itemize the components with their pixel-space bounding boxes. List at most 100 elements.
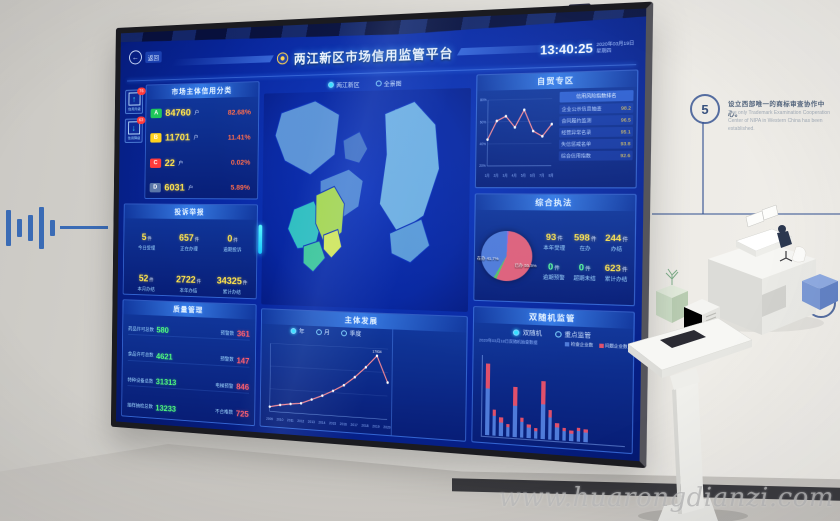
stat-label: 累计办结	[222, 289, 241, 296]
svg-text:2015: 2015	[329, 421, 336, 426]
complaint-stat: 52件 本月办结	[125, 273, 167, 293]
bar-segment-checked	[498, 421, 503, 437]
dashboard-screen: ← 返回 两江新区市场信用监管平台 13:40:25 2020年03月19日	[110, 1, 654, 469]
map-tab[interactable]: 两江新区	[328, 80, 360, 90]
svg-text:2011: 2011	[287, 418, 294, 423]
ftz-item-name: 综合信用指数	[560, 152, 591, 159]
ftz-item-value: 93.8	[620, 140, 631, 146]
ftz-item-name: 经营异常名录	[561, 129, 592, 135]
random-mode-option[interactable]: 双随机	[513, 327, 542, 338]
bar	[568, 429, 573, 442]
badge-count: 76	[137, 87, 146, 96]
map-region-6[interactable]	[315, 186, 344, 246]
svg-text:40%: 40%	[480, 142, 487, 147]
svg-text:2017: 2017	[351, 422, 358, 427]
map-region-1[interactable]	[343, 131, 368, 163]
credit-down-tab[interactable]: ↓ 63 信用降级	[124, 116, 146, 143]
complaint-stat: 0件 逾期投诉	[210, 233, 254, 253]
stat-value: 93件	[545, 231, 563, 243]
ftz-line-chart: 1月 2月 3月 4月 5月 6月 7月 8月 80% 60% 40% 20%	[479, 89, 557, 178]
bar-segment-problem	[512, 386, 518, 406]
svg-text:4月: 4月	[512, 173, 517, 178]
quality-right: 预警数 147	[220, 354, 249, 365]
credit-percent: 11.41%	[227, 132, 251, 142]
stat-unit: 件	[557, 235, 563, 243]
stat-unit: 件	[590, 236, 597, 243]
ftz-list-row: 失信惩戒名单 93.8	[558, 138, 633, 150]
clock-time: 13:40:25	[539, 40, 594, 58]
district-map[interactable]	[261, 87, 472, 312]
dev-period-option[interactable]: 年	[290, 326, 305, 336]
svg-text:2018: 2018	[361, 423, 368, 428]
map-region-7[interactable]	[323, 229, 342, 258]
isometric-office-illustration	[656, 204, 838, 335]
radio-label: 年	[298, 329, 305, 336]
legend-swatch	[564, 342, 570, 347]
radio-dot-icon	[290, 327, 297, 334]
svg-text:2012: 2012	[297, 419, 304, 424]
quality-label: 特种设备总数	[127, 377, 154, 385]
map-region-0[interactable]	[275, 100, 340, 175]
bar-segment-problem	[547, 409, 552, 418]
bar	[583, 429, 588, 443]
radio-dot-icon	[555, 330, 562, 338]
map-tab[interactable]: 全景图	[375, 78, 402, 88]
credit-classification-panel: 市场主体信用分类 A 84760 户 82.68% B 11701 户 11.41% C 22 户 0…	[144, 81, 260, 200]
credit-up-tab[interactable]: ↑ 76 信用升级	[124, 87, 146, 115]
credit-unit: 户	[193, 135, 199, 142]
back-button[interactable]: ← 返回	[129, 49, 162, 65]
wall-step-5-circle: 5	[690, 94, 720, 124]
kiosk-stand	[627, 317, 753, 521]
quality-value: 361	[236, 328, 250, 339]
bar	[547, 409, 552, 440]
quality-value: 13233	[155, 402, 177, 414]
stat-value: 244件	[605, 232, 629, 244]
bar-segment-checked	[505, 427, 510, 437]
bar-segment-checked	[491, 415, 496, 436]
quality-label: 预警数	[220, 356, 234, 364]
bar-segment-checked	[484, 388, 490, 436]
dev-line-chart: 2009 2010 2011 2012 2013 2014 2015 2016 2017 2018…	[266, 334, 391, 430]
ftz-list-row: 合同履约监测 96.5	[559, 114, 634, 126]
dev-period-option[interactable]: 月	[315, 327, 330, 337]
svg-text:60%: 60%	[480, 120, 487, 125]
ftz-item-name: 失信惩戒名单	[561, 140, 592, 147]
stat-unit: 件	[196, 278, 202, 285]
wall-step-5-title: 设立西部唯一的商标审查协作中心。	[728, 101, 825, 118]
free-trade-zone-panel: 自贸专区 1月 2月 3月 4月 5月 6月 7月 8月 80% 60% 40% 20% 信用风险指数…	[474, 69, 639, 189]
back-button-label: 返回	[145, 50, 162, 63]
stat-value: 657件	[179, 232, 200, 244]
map-region-8[interactable]	[303, 240, 326, 272]
credit-unit: 户	[178, 160, 184, 167]
stat-label: 正在办理	[180, 245, 198, 253]
stat-label: 本年受理	[543, 245, 566, 252]
ftz-item-value: 98.2	[621, 104, 632, 111]
map-region-4[interactable]	[389, 219, 430, 264]
radio-dot-icon	[315, 328, 322, 335]
complaint-stat: 2722件 本年办结	[167, 274, 210, 294]
radio-label: 两江新区	[336, 82, 360, 90]
credit-side-tabs: ↑ 76 信用升级 ↓ 63 信用降级	[124, 85, 146, 199]
map-region-5[interactable]	[287, 201, 322, 250]
radio-label: 季度	[349, 331, 362, 339]
stat-label: 本年办结	[179, 287, 198, 294]
bar	[519, 417, 524, 438]
list-header: 信用风险指数排名	[559, 90, 634, 103]
svg-text:2020: 2020	[383, 425, 390, 430]
stat-value: 0件	[547, 261, 560, 272]
scroll-indicator[interactable]	[258, 224, 263, 254]
random-mode-option[interactable]: 重点监管	[555, 329, 591, 340]
bar	[505, 423, 510, 437]
complaint-stat: 5件 今日受理	[126, 232, 168, 252]
bar	[526, 423, 531, 439]
stat-unit: 件	[147, 235, 152, 242]
credit-percent: 82.68%	[227, 107, 251, 117]
map-region-3[interactable]	[379, 101, 440, 234]
enforcement-stat: 0件 逾期预警	[538, 261, 569, 282]
legend-label: 检查企业数	[570, 341, 594, 348]
stat-label: 逾期投诉	[223, 246, 242, 253]
svg-text:20%: 20%	[479, 164, 486, 169]
stat-value: 5件	[141, 232, 152, 243]
svg-text:2013: 2013	[308, 419, 315, 424]
dev-period-option[interactable]: 季度	[341, 328, 361, 338]
